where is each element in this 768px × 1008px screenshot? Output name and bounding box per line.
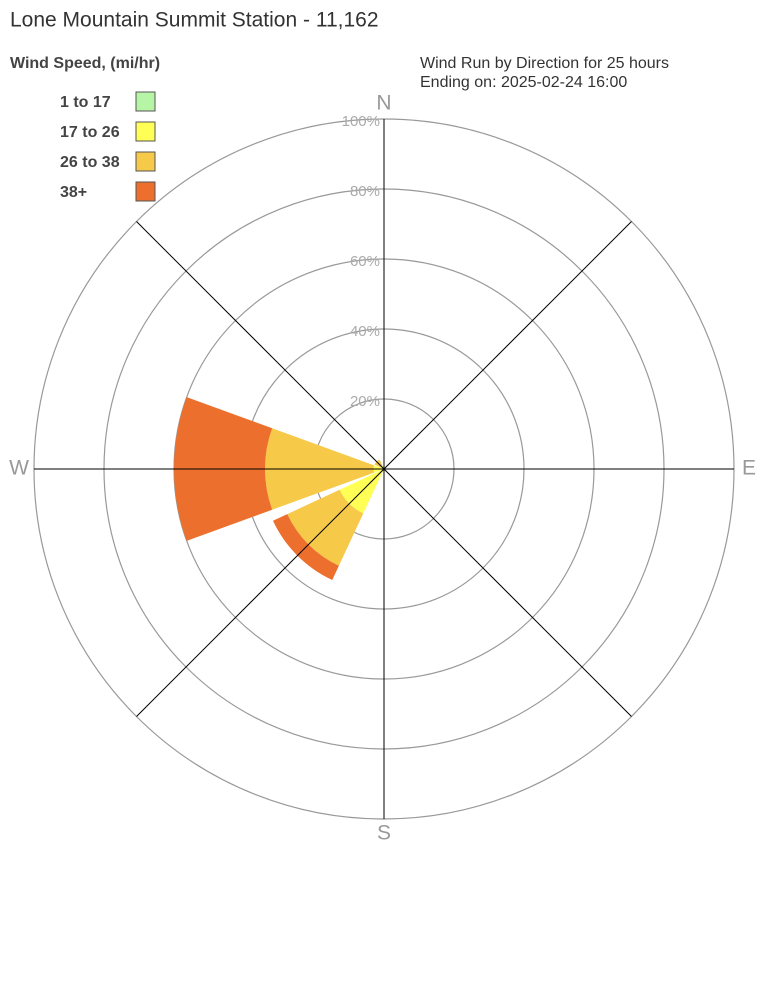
legend-swatch xyxy=(135,181,156,202)
legend-title: Wind Speed, (mi/hr) xyxy=(10,55,160,72)
legend-label: 17 to 26 xyxy=(60,124,120,141)
direction-label: E xyxy=(742,457,756,480)
legend-label: 26 to 38 xyxy=(60,154,120,171)
direction-label: W xyxy=(9,457,29,480)
r-tick-label: 60% xyxy=(350,253,380,270)
legend-swatch xyxy=(135,121,156,142)
r-tick-label: 40% xyxy=(350,323,380,340)
spoke xyxy=(136,221,632,717)
r-tick-label: 80% xyxy=(350,183,380,200)
legend-swatch xyxy=(135,91,156,112)
subtitle: Ending on: 2025-02-24 16:00 xyxy=(420,74,627,91)
legend-label: 38+ xyxy=(60,184,87,201)
r-tick-label: 100% xyxy=(342,113,380,130)
legend-label: 1 to 17 xyxy=(60,94,111,111)
legend-swatch xyxy=(135,151,156,172)
subtitle: Wind Run by Direction for 25 hours xyxy=(420,55,669,72)
chart-title: Lone Mountain Summit Station - 11,162 xyxy=(10,9,379,32)
direction-label: N xyxy=(376,92,391,115)
direction-label: S xyxy=(377,822,391,845)
r-tick-label: 20% xyxy=(350,393,380,410)
